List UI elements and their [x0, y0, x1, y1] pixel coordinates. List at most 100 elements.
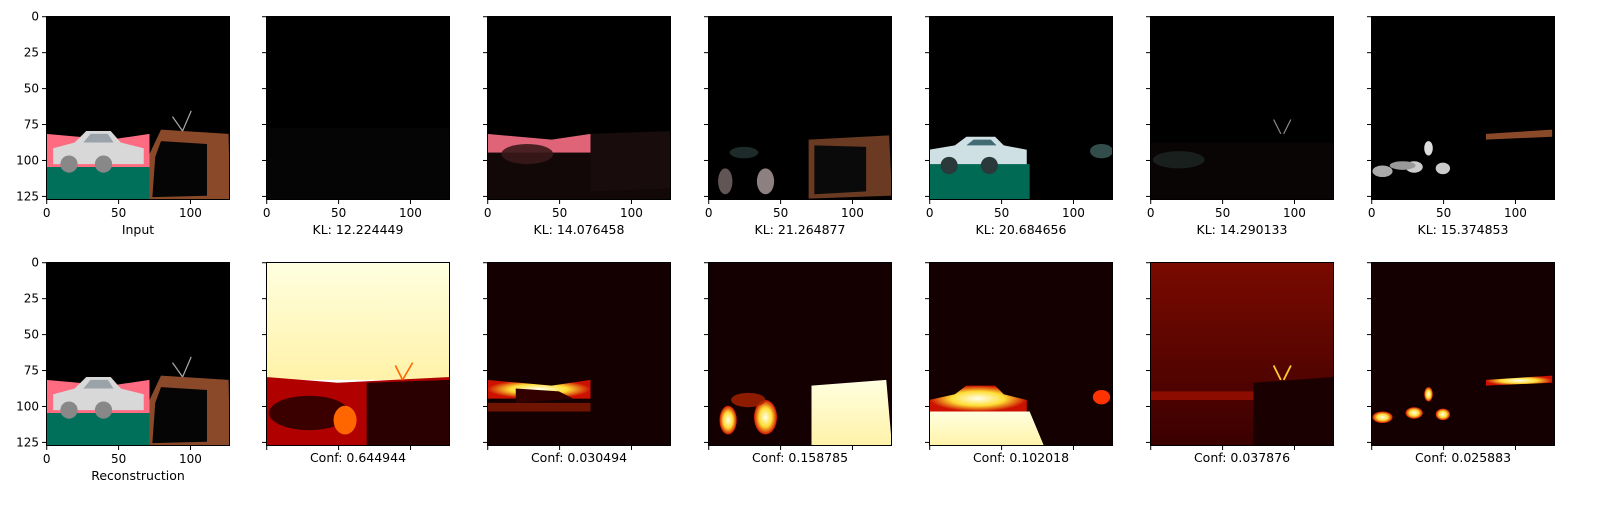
panel-image — [929, 16, 1113, 200]
x-tick-label: 0 — [263, 206, 271, 220]
kl-caption: KL: 12.224449 — [313, 222, 404, 237]
tv-screen — [152, 141, 207, 198]
conf-caption: Conf: 0.644944 — [310, 450, 406, 465]
conf-caption: Conf: 0.030494 — [531, 450, 627, 465]
x-tick-label: 100 — [179, 452, 202, 466]
x-tick-label: 0 — [1147, 206, 1155, 220]
car-window — [83, 379, 114, 389]
heat-blob — [1424, 387, 1433, 402]
teal-ground — [46, 166, 150, 200]
x-tick-label: 0 — [484, 206, 492, 220]
x-tick-label: 100 — [1504, 206, 1527, 220]
top-panel-6: 0 50 100 KL: 15.374853 — [1367, 16, 1555, 237]
blob — [1090, 143, 1113, 159]
x-tick-label: 0 — [43, 206, 51, 220]
blob — [1435, 162, 1451, 175]
faint-component — [266, 128, 450, 200]
axes-frame — [1150, 262, 1334, 446]
antenna-component — [1273, 119, 1282, 135]
heat-low-region — [366, 379, 450, 446]
panel-image — [708, 262, 892, 446]
x-tick-label: 0 — [1368, 206, 1376, 220]
x-tick-label: 50 — [111, 452, 126, 466]
heat-low-region — [268, 395, 350, 431]
axes-frame — [487, 16, 671, 200]
car-body — [53, 377, 144, 411]
y-tick-label: 100 — [16, 153, 39, 167]
blob — [718, 168, 733, 195]
blob — [1152, 151, 1205, 169]
heat-high-region — [811, 379, 892, 446]
x-tick-label: 100 — [620, 206, 643, 220]
bottom-panel-2: Conf: 0.030494 — [483, 262, 671, 465]
conf-caption: Conf: 0.158785 — [752, 450, 848, 465]
axes-frame — [266, 16, 450, 200]
bottom-panel-4: Conf: 0.102018 — [925, 262, 1113, 465]
top-panel-1: 0 50 100 KL: 12.224449 — [262, 16, 450, 237]
heat-blob — [754, 400, 777, 435]
x-tick-label: 50 — [1436, 206, 1451, 220]
y-tick-label: 0 — [31, 10, 39, 24]
heat-blob — [731, 392, 766, 408]
axes-frame — [708, 262, 892, 446]
top-panel-3: 0 50 100 KL: 21.264877 — [704, 16, 892, 237]
x-tick-label: 50 — [1215, 206, 1230, 220]
panel-image — [487, 262, 671, 446]
top-panel-0: 0 50 100 0 25 50 75 100 125 Input — [16, 10, 230, 237]
axes-frame — [266, 262, 450, 446]
tv-antenna — [182, 110, 192, 132]
car-window — [966, 139, 997, 146]
blob — [756, 168, 775, 195]
bottom-panel-1: Conf: 0.644944 — [262, 262, 450, 465]
bottom-panel-0: 0 50 100 0 25 50 75 100 125 Reconstruction — [16, 256, 230, 483]
heat-antenna — [1272, 365, 1282, 381]
top-panel-4: 0 50 100 KL: 20.684656 — [925, 16, 1113, 237]
panel-image — [46, 262, 230, 446]
y-tick-label: 50 — [24, 82, 39, 96]
panel-image — [487, 16, 671, 200]
heat-blob — [719, 405, 737, 435]
tv-screen — [152, 387, 207, 444]
conf-caption: Conf: 0.025883 — [1415, 450, 1511, 465]
axes-frame — [929, 262, 1113, 446]
heat-hot-spot — [333, 405, 357, 435]
panel-image — [1371, 16, 1555, 200]
heat-high-region — [929, 385, 1027, 412]
panel-image — [266, 16, 450, 200]
x-tick-label: 100 — [1062, 206, 1085, 220]
car-wheel — [94, 401, 113, 419]
dark-region — [1150, 142, 1334, 200]
heat-antenna — [394, 365, 404, 381]
heat-background — [487, 262, 671, 446]
heat-background — [1371, 262, 1555, 446]
y-tick-label: 75 — [24, 118, 39, 132]
wheel — [940, 156, 958, 175]
antenna-component — [1283, 119, 1292, 135]
heat-mid-region — [487, 402, 591, 412]
x-tick-label: 100 — [399, 206, 422, 220]
car-window — [83, 133, 114, 143]
heat-mid-region — [1150, 391, 1254, 400]
car-wheel — [60, 401, 78, 419]
panel-image — [1371, 262, 1555, 446]
heat-high-region — [1486, 375, 1553, 386]
x-tick-label: 50 — [331, 206, 346, 220]
x-tick-label: 100 — [841, 206, 864, 220]
y-tick-label: 125 — [16, 189, 39, 203]
tv-antenna — [182, 356, 192, 378]
kl-caption: KL: 14.076458 — [534, 222, 625, 237]
x-tick-label: 50 — [111, 206, 126, 220]
kl-caption: KL: 21.264877 — [755, 222, 846, 237]
x-tick-label: 0 — [43, 452, 51, 466]
y-tick-label: 125 — [16, 435, 39, 449]
component-background — [1371, 16, 1555, 200]
heat-blob — [1092, 389, 1111, 405]
axes-frame — [1150, 16, 1334, 200]
car-wheel — [94, 155, 113, 173]
axes-frame — [1371, 16, 1555, 200]
car-body — [53, 131, 144, 165]
tv-antenna — [172, 362, 184, 378]
wheel — [980, 156, 998, 175]
heat-blob — [1372, 411, 1393, 423]
